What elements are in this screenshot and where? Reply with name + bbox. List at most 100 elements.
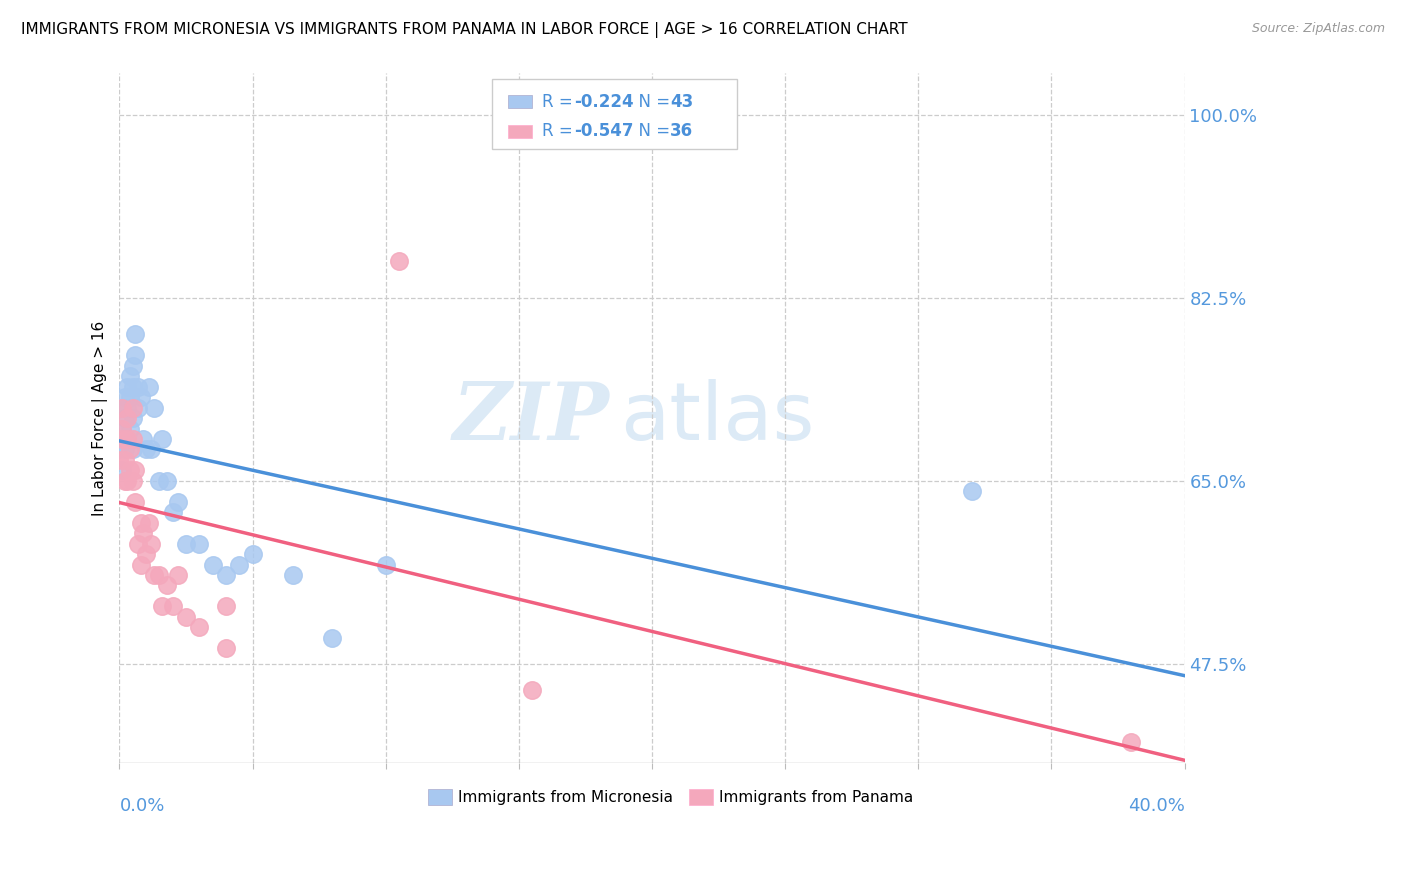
- Point: [129, 390, 152, 404]
- Point: [156, 578, 179, 592]
- Point: [114, 411, 136, 425]
- Point: [143, 568, 166, 582]
- Point: [129, 516, 152, 530]
- Point: [188, 536, 211, 550]
- Point: [121, 411, 143, 425]
- Point: [124, 327, 146, 342]
- FancyBboxPatch shape: [508, 125, 531, 137]
- Point: [108, 442, 131, 457]
- Text: atlas: atlas: [620, 379, 814, 457]
- FancyBboxPatch shape: [492, 78, 737, 149]
- Point: [120, 463, 142, 477]
- Point: [117, 401, 139, 415]
- Text: Source: ZipAtlas.com: Source: ZipAtlas.com: [1251, 22, 1385, 36]
- Text: 0.0%: 0.0%: [120, 797, 165, 814]
- Point: [174, 610, 197, 624]
- Point: [135, 547, 157, 561]
- Point: [117, 411, 139, 425]
- Point: [129, 558, 152, 572]
- Point: [111, 432, 134, 446]
- Point: [114, 453, 136, 467]
- Point: [1121, 735, 1143, 749]
- Text: IMMIGRANTS FROM MICRONESIA VS IMMIGRANTS FROM PANAMA IN LABOR FORCE | AGE > 16 C: IMMIGRANTS FROM MICRONESIA VS IMMIGRANTS…: [21, 22, 908, 38]
- Point: [121, 401, 143, 415]
- Point: [120, 442, 142, 457]
- Point: [167, 495, 190, 509]
- Y-axis label: In Labor Force | Age > 16: In Labor Force | Age > 16: [93, 320, 108, 516]
- Point: [174, 536, 197, 550]
- Text: 36: 36: [671, 122, 693, 140]
- Point: [121, 442, 143, 457]
- Text: 43: 43: [671, 94, 693, 112]
- Point: [121, 359, 143, 373]
- Text: R =: R =: [543, 122, 578, 140]
- FancyBboxPatch shape: [508, 95, 531, 108]
- Point: [522, 683, 544, 698]
- Point: [138, 516, 160, 530]
- Point: [242, 547, 264, 561]
- Point: [132, 432, 155, 446]
- FancyBboxPatch shape: [689, 789, 713, 805]
- Point: [141, 442, 163, 457]
- Text: -0.547: -0.547: [574, 122, 634, 140]
- Point: [167, 568, 190, 582]
- Text: Immigrants from Micronesia: Immigrants from Micronesia: [458, 789, 673, 805]
- Point: [111, 421, 134, 435]
- Text: Immigrants from Panama: Immigrants from Panama: [718, 789, 914, 805]
- Point: [162, 599, 184, 614]
- Point: [188, 620, 211, 634]
- Point: [124, 495, 146, 509]
- Point: [117, 380, 139, 394]
- Point: [124, 348, 146, 362]
- Text: N =: N =: [627, 94, 675, 112]
- Point: [117, 474, 139, 488]
- Point: [150, 432, 173, 446]
- Point: [114, 390, 136, 404]
- Point: [120, 369, 142, 384]
- Text: 40.0%: 40.0%: [1128, 797, 1185, 814]
- Point: [148, 474, 170, 488]
- Point: [111, 401, 134, 415]
- Point: [127, 401, 149, 415]
- Point: [135, 442, 157, 457]
- Point: [121, 380, 143, 394]
- Point: [117, 432, 139, 446]
- Point: [141, 536, 163, 550]
- Point: [114, 474, 136, 488]
- Point: [281, 568, 304, 582]
- Point: [114, 442, 136, 457]
- Point: [138, 380, 160, 394]
- Point: [148, 568, 170, 582]
- Point: [143, 401, 166, 415]
- Text: -0.224: -0.224: [574, 94, 634, 112]
- Point: [124, 463, 146, 477]
- Point: [120, 421, 142, 435]
- Point: [121, 432, 143, 446]
- Point: [120, 390, 142, 404]
- Point: [960, 484, 983, 499]
- Text: N =: N =: [627, 122, 675, 140]
- Point: [127, 536, 149, 550]
- Point: [215, 641, 238, 656]
- Point: [111, 463, 134, 477]
- Point: [321, 631, 343, 645]
- Point: [150, 599, 173, 614]
- Point: [162, 505, 184, 519]
- Point: [388, 254, 411, 268]
- Point: [127, 380, 149, 394]
- Point: [156, 474, 179, 488]
- Point: [111, 432, 134, 446]
- Point: [121, 474, 143, 488]
- FancyBboxPatch shape: [429, 789, 451, 805]
- Point: [201, 558, 224, 572]
- Point: [117, 432, 139, 446]
- Point: [215, 599, 238, 614]
- Point: [228, 558, 250, 572]
- Point: [108, 453, 131, 467]
- Text: R =: R =: [543, 94, 578, 112]
- Text: ZIP: ZIP: [453, 379, 609, 457]
- Point: [374, 558, 396, 572]
- Point: [111, 401, 134, 415]
- Point: [132, 526, 155, 541]
- Point: [111, 421, 134, 435]
